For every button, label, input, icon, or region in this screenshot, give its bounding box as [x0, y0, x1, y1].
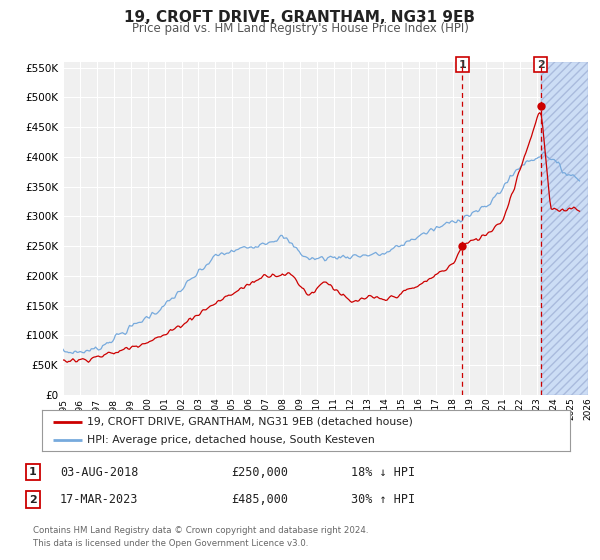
Text: 1: 1: [458, 59, 466, 69]
Text: Contains HM Land Registry data © Crown copyright and database right 2024.: Contains HM Land Registry data © Crown c…: [33, 526, 368, 535]
Text: 19, CROFT DRIVE, GRANTHAM, NG31 9EB (detached house): 19, CROFT DRIVE, GRANTHAM, NG31 9EB (det…: [87, 417, 413, 427]
Text: 17-MAR-2023: 17-MAR-2023: [60, 493, 139, 506]
Text: 2: 2: [29, 494, 37, 505]
Text: £250,000: £250,000: [231, 465, 288, 479]
Text: This data is licensed under the Open Government Licence v3.0.: This data is licensed under the Open Gov…: [33, 539, 308, 548]
Text: HPI: Average price, detached house, South Kesteven: HPI: Average price, detached house, Sout…: [87, 435, 374, 445]
Text: 18% ↓ HPI: 18% ↓ HPI: [351, 465, 415, 479]
Bar: [541, 62, 588, 395]
Bar: [541, 62, 588, 395]
Text: Price paid vs. HM Land Registry's House Price Index (HPI): Price paid vs. HM Land Registry's House …: [131, 22, 469, 35]
Text: 03-AUG-2018: 03-AUG-2018: [60, 465, 139, 479]
Text: 30% ↑ HPI: 30% ↑ HPI: [351, 493, 415, 506]
Text: 1: 1: [29, 467, 37, 477]
Text: 2: 2: [537, 59, 545, 69]
Text: £485,000: £485,000: [231, 493, 288, 506]
Text: 19, CROFT DRIVE, GRANTHAM, NG31 9EB: 19, CROFT DRIVE, GRANTHAM, NG31 9EB: [125, 10, 476, 25]
